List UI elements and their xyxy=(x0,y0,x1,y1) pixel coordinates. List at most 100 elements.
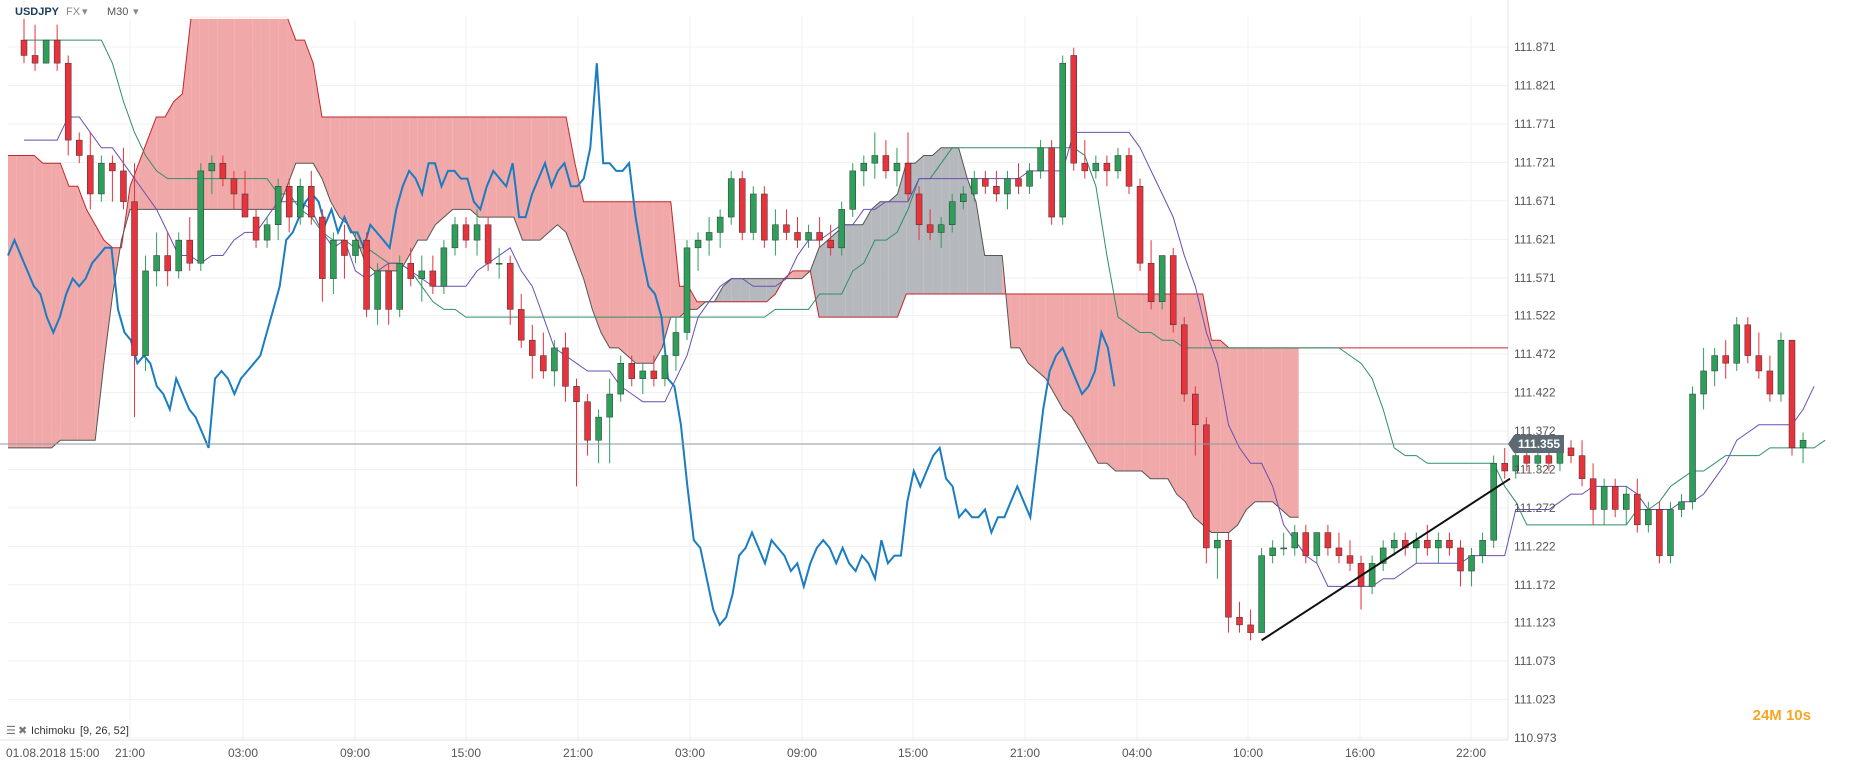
kumo-bullish-segment xyxy=(880,201,889,318)
kumo-bearish-segment xyxy=(1281,347,1290,518)
kumo-bearish-segment xyxy=(417,117,427,241)
market-dropdown-icon[interactable]: ▾ xyxy=(82,6,88,18)
candle-bearish xyxy=(794,232,801,241)
kumo-bearish-segment xyxy=(34,155,43,448)
candle-bearish xyxy=(529,339,536,356)
settings-icon[interactable]: ☰ xyxy=(6,725,16,737)
y-tick-label: 111.222 xyxy=(1514,539,1556,553)
candle-bearish xyxy=(783,224,790,233)
candle-bearish xyxy=(1015,178,1022,187)
candle-bearish xyxy=(385,270,392,310)
candle-bullish xyxy=(396,262,403,310)
candle-bullish xyxy=(297,186,304,218)
kumo-bearish-segment xyxy=(147,117,157,210)
candle-bearish xyxy=(882,155,890,172)
kumo-bearish-segment xyxy=(1106,294,1116,471)
candle-bearish xyxy=(1048,147,1055,218)
kumo-bearish-segment xyxy=(513,117,523,241)
candle-bearish xyxy=(64,62,72,141)
kumo-bearish-segment xyxy=(644,201,654,364)
kumo-bearish-segment xyxy=(391,117,401,271)
kumo-bullish-segment xyxy=(888,193,898,318)
candle-bearish xyxy=(20,39,28,56)
timer-minutes: 24 xyxy=(1752,707,1770,724)
kumo-bearish-segment xyxy=(1159,294,1168,479)
chikou-span-line xyxy=(7,63,1116,627)
indicator-params: [9, 26, 52] xyxy=(80,725,129,737)
candle-bullish xyxy=(716,216,724,233)
candle-bullish xyxy=(263,224,271,241)
y-tick-label: 111.023 xyxy=(1514,693,1556,707)
candle-bearish xyxy=(540,355,547,372)
candle-bullish xyxy=(274,186,282,226)
candle-bearish xyxy=(827,239,834,249)
candle-bullish xyxy=(639,370,647,379)
kumo-bearish-segment xyxy=(321,117,331,202)
timeframe-dropdown-icon[interactable]: ▾ xyxy=(133,6,139,18)
kumo-bearish-segment xyxy=(592,201,602,333)
candle-bearish xyxy=(1567,447,1575,456)
y-tick-label: 111.322 xyxy=(1514,462,1556,476)
y-tick-label: 111.721 xyxy=(1514,155,1556,169)
kumo-bearish-segment xyxy=(461,117,471,210)
candle-bearish xyxy=(1346,555,1354,564)
kumo-bearish-segment xyxy=(1246,347,1256,510)
candle-bearish xyxy=(241,193,249,218)
symbol-label[interactable]: USDJPY xyxy=(15,6,60,18)
candle-bullish xyxy=(1468,555,1475,572)
candle-bearish xyxy=(407,262,414,279)
kumo-bearish-segment xyxy=(95,224,104,441)
y-tick-label: 111.522 xyxy=(1514,309,1556,323)
candle-bullish xyxy=(451,224,459,249)
candle-bullish xyxy=(440,247,448,287)
timeframe-label[interactable]: M30 xyxy=(107,6,128,18)
candle-bullish xyxy=(1368,563,1376,587)
kumo-bearish-segment xyxy=(182,16,192,210)
kumo-bearish-segment xyxy=(1150,294,1160,479)
indicator-name[interactable]: Ichimoku xyxy=(31,725,75,737)
kumo-bearish-segment xyxy=(487,117,497,218)
candle-bullish xyxy=(1026,170,1033,187)
kumo-bearish-segment xyxy=(1263,347,1273,502)
candle-bullish xyxy=(893,162,901,172)
kumo-bearish-segment xyxy=(77,186,87,441)
senkou-span-b-line xyxy=(8,147,1299,533)
market-label[interactable]: FX xyxy=(66,6,81,18)
kumo-bearish-segment xyxy=(1037,294,1046,379)
kumo-bullish-segment xyxy=(976,201,985,295)
kumo-bullish-segment xyxy=(853,224,863,318)
candle-bullish xyxy=(1479,539,1486,556)
kumo-bearish-segment xyxy=(653,201,663,364)
kumo-bullish-segment xyxy=(766,278,776,302)
candle-bearish xyxy=(1744,324,1752,356)
kumo-bearish-segment xyxy=(217,16,227,210)
candle-bullish xyxy=(374,270,381,310)
candle-bearish xyxy=(1081,162,1089,172)
kumo-bearish-segment xyxy=(1098,294,1107,464)
candle-bearish xyxy=(1136,186,1144,264)
candle-bearish xyxy=(285,186,293,218)
candle-bullish xyxy=(142,270,149,356)
candle-bullish xyxy=(1799,439,1807,449)
kumo-bearish-segment xyxy=(792,270,802,279)
candle-bullish xyxy=(694,239,702,249)
kumo-bearish-segment xyxy=(269,16,279,210)
kumo-bearish-segment xyxy=(635,201,645,364)
candle-bullish xyxy=(772,224,779,241)
candle-bearish xyxy=(1225,539,1232,618)
close-icon[interactable]: ✖ xyxy=(18,725,27,737)
x-tick-label: 10:00 xyxy=(1233,746,1263,760)
kumo-bullish-segment xyxy=(740,278,750,302)
candle-bearish xyxy=(1634,493,1641,526)
candle-bullish xyxy=(1435,539,1442,549)
current-price-badge: 111.355 xyxy=(1508,435,1564,454)
candle-bullish xyxy=(849,170,856,210)
candle-bullish xyxy=(1258,555,1265,633)
candle-bullish xyxy=(1037,147,1044,172)
candle-bullish xyxy=(937,224,945,233)
candle-bearish xyxy=(53,39,61,64)
timer-minutes-unit: M xyxy=(1769,707,1782,724)
kumo-bearish-segment xyxy=(1220,340,1229,533)
kumo-bullish-segment xyxy=(819,240,828,318)
